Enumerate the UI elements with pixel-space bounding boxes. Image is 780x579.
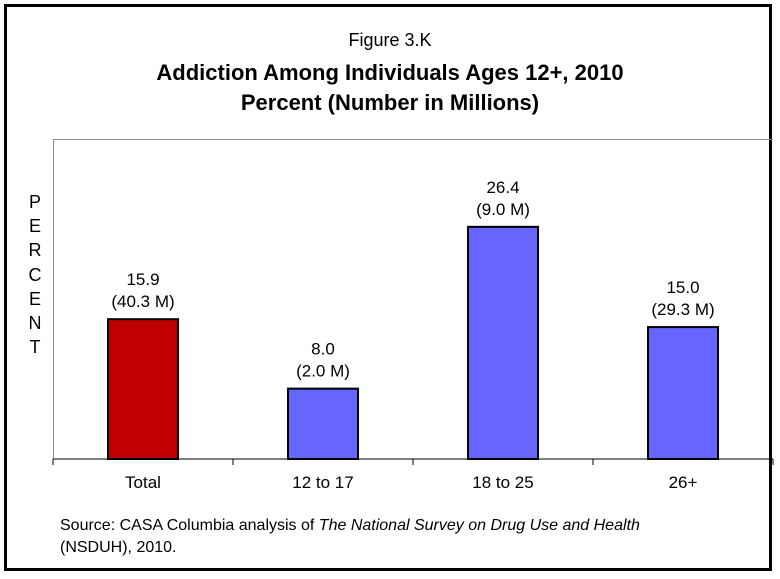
y-axis-letter: C: [28, 264, 42, 285]
y-axis-letter: E: [28, 288, 41, 309]
y-axis-letter: E: [28, 216, 41, 237]
x-tick-label: 18 to 25: [472, 473, 533, 492]
bar-value-label: 15.0: [666, 278, 699, 297]
bar: [467, 225, 539, 460]
bar-count-label: (2.0 M): [296, 362, 350, 381]
chart-subtitle: Percent (Number in Millions): [240, 90, 540, 115]
bar-count-label: (29.3 M): [651, 300, 714, 319]
bar: [107, 318, 179, 460]
source-survey-title: The National Survey on Drug Use and Heal…: [318, 517, 640, 534]
bar: [647, 326, 719, 460]
x-tick-label: Total: [125, 473, 161, 492]
plot-area: [53, 139, 773, 459]
bar-value-label: 26.4: [486, 178, 519, 197]
figure-label: Figure 3.K: [348, 30, 432, 50]
bar: [287, 387, 359, 461]
y-axis-letter: P: [28, 192, 41, 212]
bar-value-label: 15.9: [126, 270, 159, 289]
y-axis-letter: N: [28, 313, 42, 334]
x-tick-label: 26+: [669, 473, 698, 492]
figure-frame: [4, 4, 772, 571]
bar-count-label: (40.3 M): [111, 292, 174, 311]
y-axis-label: P E R C E N T: [25, 190, 45, 359]
bar-value-label: 8.0: [311, 340, 335, 359]
bar-count-label: (9.0 M): [476, 200, 530, 219]
source-note: Source: CASA Columbia analysis of The Na…: [60, 515, 700, 559]
chart-title: Addiction Among Individuals Ages 12+, 20…: [156, 60, 624, 85]
source-suffix: (NSDUH), 2010.: [60, 539, 177, 556]
x-tick-label: 12 to 17: [292, 473, 353, 492]
source-prefix: Source: CASA Columbia analysis of: [60, 517, 319, 534]
y-axis-letter: T: [29, 337, 41, 358]
y-axis-letter: R: [28, 240, 42, 261]
